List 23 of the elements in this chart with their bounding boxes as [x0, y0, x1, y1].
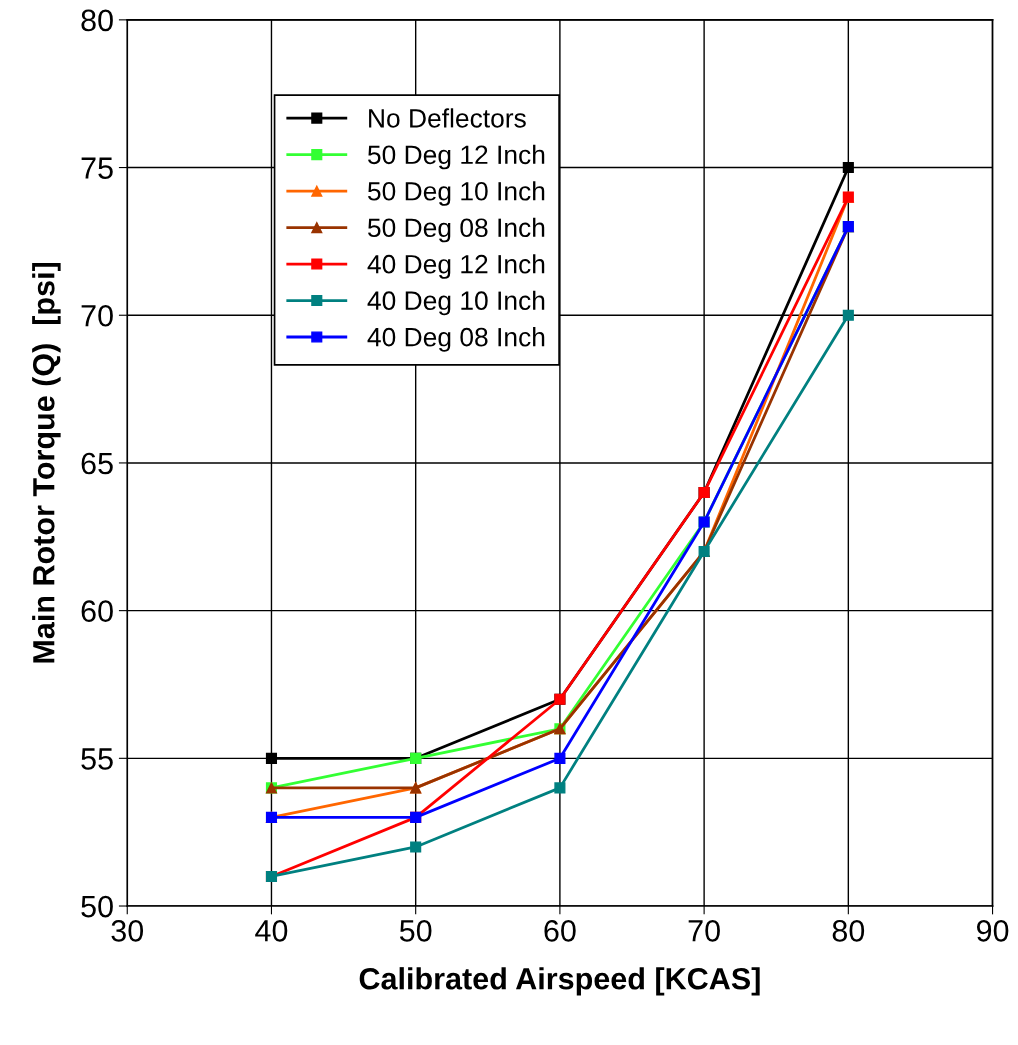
y-tick-label: 80 — [81, 9, 113, 32]
y-tick-label: 60 — [81, 600, 113, 622]
y-tick-label: 75 — [81, 157, 113, 179]
x-axis-title: Calibrated Airspeed [KCAS] — [359, 967, 760, 996]
x-tick-label: 40 — [255, 920, 288, 942]
legend-label: 50 Deg 12 Inch — [367, 144, 545, 170]
legend-label: 50 Deg 08 Inch — [367, 217, 545, 243]
x-tick-label: 30 — [111, 920, 144, 942]
legend-label: 40 Deg 08 Inch — [367, 327, 545, 352]
legend-label: 50 Deg 10 Inch — [367, 181, 545, 206]
y-tick-label: 70 — [81, 304, 113, 327]
x-tick-label: 50 — [399, 920, 432, 942]
x-tick-label: 60 — [544, 920, 576, 942]
x-tick-label: 90 — [976, 920, 1009, 942]
y-tick-label: 65 — [81, 452, 113, 475]
x-tick-label: 80 — [832, 920, 865, 942]
legend-label: 40 Deg 10 Inch — [367, 290, 545, 316]
y-axis-title: Main Rotor Torque (Q) [psi] — [32, 262, 61, 663]
legend-label: No Deflectors — [369, 108, 526, 128]
x-tick-label: 70 — [688, 920, 720, 942]
y-tick-label: 50 — [81, 895, 113, 918]
y-tick-label: 55 — [81, 748, 113, 770]
legend-label: 40 Deg 12 Inch — [367, 254, 545, 279]
